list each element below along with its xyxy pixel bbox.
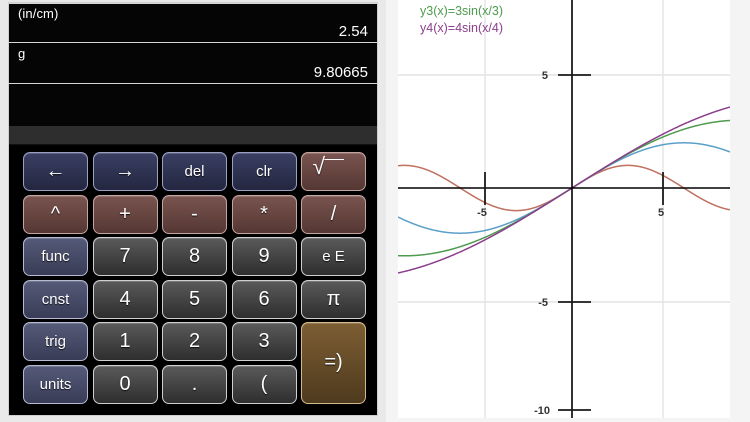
key-plus-label: +	[119, 202, 131, 225]
legend-label-y4: y4(x)=4sin(x/4)	[420, 21, 504, 35]
key-multiply[interactable]: *	[231, 194, 297, 234]
key-e-exponent[interactable]: e E	[301, 237, 366, 276]
key-1-label: 1	[119, 330, 131, 352]
key-open-paren-label: (	[260, 372, 268, 395]
key-open-paren[interactable]: (	[231, 364, 297, 404]
key-plus[interactable]: +	[92, 194, 158, 234]
key-6-label: 6	[258, 287, 270, 310]
tick-marks	[484, 74, 664, 411]
key-7-label: 7	[119, 245, 131, 267]
graph-panel: -5 5 5 -5 -10 y3(x)=3sin(x/3) y4(x)=4sin…	[386, 0, 750, 422]
key-decimal[interactable]: .	[162, 364, 227, 404]
key-5-label: 5	[188, 287, 201, 310]
key-left-arrow-label: ←	[45, 160, 66, 182]
display-row-1[interactable]: g 9.80665	[9, 44, 377, 84]
key-minus-label: -	[191, 202, 198, 225]
key-trig[interactable]: trig	[23, 322, 88, 361]
key-divide-label: /	[330, 202, 337, 225]
key-0-label: 0	[119, 372, 131, 395]
key-power-label: ^	[50, 202, 61, 225]
key-cnst[interactable]: cnst	[23, 279, 88, 319]
key-1[interactable]: 1	[92, 322, 158, 361]
y-tick-label-neg10: -10	[534, 405, 550, 417]
key-del-label: del	[184, 163, 205, 180]
key-2-label: 2	[188, 330, 201, 352]
y-tick-label-neg5: -5	[538, 297, 548, 309]
key-right-arrow-label: →	[115, 160, 135, 182]
key-minus[interactable]: -	[162, 194, 227, 234]
y-tick-label-5: 5	[542, 70, 548, 82]
key-divide[interactable]: /	[301, 194, 366, 234]
x-tick-label-neg5: -5	[477, 207, 487, 219]
key-left-arrow[interactable]: ←	[23, 152, 88, 191]
key-del[interactable]: del	[162, 152, 227, 191]
key-func-label: func	[41, 248, 70, 265]
key-func[interactable]: func	[23, 237, 88, 276]
display-row-0[interactable]: (in/cm) 2.54	[9, 3, 377, 43]
display-row-1-value: 9.80665	[313, 64, 368, 81]
key-clr[interactable]: clr	[231, 152, 297, 191]
tick-labels: -5 5 5 -5 -10	[477, 70, 664, 417]
key-right-arrow[interactable]: →	[92, 152, 158, 191]
key-sqrt-label: √	[312, 154, 344, 185]
plot-svg: -5 5 5 -5 -10	[398, 0, 730, 418]
key-units-label: units	[39, 375, 72, 393]
key-equals[interactable]: =)	[301, 322, 366, 404]
key-cnst-label: cnst	[41, 290, 70, 308]
key-multiply-label: *	[260, 202, 268, 225]
display-row-2[interactable]	[9, 85, 377, 126]
data-curves	[398, 106, 730, 274]
key-e-exponent-label: e E	[322, 248, 345, 265]
key-4[interactable]: 4	[92, 279, 158, 319]
curve-y4	[398, 106, 730, 274]
graph-bottom-edge	[386, 418, 750, 422]
calculator-screen-frame: (in/cm) 2.54 g 9.80665 ← → del clr √ ^ + - * / fu…	[8, 2, 378, 416]
key-clr-label: clr	[256, 163, 272, 180]
key-5[interactable]: 5	[162, 279, 227, 319]
display-separator-bar	[9, 126, 377, 145]
axes	[398, 0, 730, 418]
key-trig-label: trig	[45, 333, 66, 350]
key-sqrt[interactable]: √	[301, 152, 366, 191]
key-9-label: 9	[258, 245, 270, 267]
key-8[interactable]: 8	[162, 237, 227, 276]
key-7[interactable]: 7	[92, 237, 158, 276]
key-pi[interactable]: π	[301, 279, 366, 319]
key-3-label: 3	[258, 330, 270, 352]
key-8-label: 8	[188, 245, 201, 267]
key-pi-label: π	[326, 287, 341, 310]
legend-label-y3: y3(x)=3sin(x/3)	[420, 4, 504, 18]
key-9[interactable]: 9	[231, 237, 297, 276]
display-row-0-value: 2.54	[338, 23, 368, 40]
key-4-label: 4	[119, 287, 131, 310]
calculator-keypad: ← → del clr √ ^ + - * / func 7 8 9 e E cnst 4 5 6 π trig 1 2 3…	[9, 145, 377, 415]
display-row-1-label: g	[18, 46, 26, 61]
calculator-panel: (in/cm) 2.54 g 9.80665 ← → del clr √ ^ + - * / fu…	[8, 2, 378, 416]
key-3[interactable]: 3	[231, 322, 297, 361]
key-power[interactable]: ^	[23, 194, 88, 234]
grid-lines	[398, 0, 730, 418]
plot-area[interactable]: -5 5 5 -5 -10 y3(x)=3sin(x/3) y4(x)=4sin…	[398, 0, 730, 418]
key-6[interactable]: 6	[231, 279, 297, 319]
key-0[interactable]: 0	[92, 364, 158, 404]
key-decimal-label: .	[191, 372, 198, 395]
key-2[interactable]: 2	[162, 322, 227, 361]
display-row-0-label: (in/cm)	[18, 6, 59, 21]
key-units[interactable]: units	[23, 364, 88, 404]
x-tick-label-5: 5	[658, 207, 664, 219]
key-equals-label: =)	[324, 351, 343, 374]
